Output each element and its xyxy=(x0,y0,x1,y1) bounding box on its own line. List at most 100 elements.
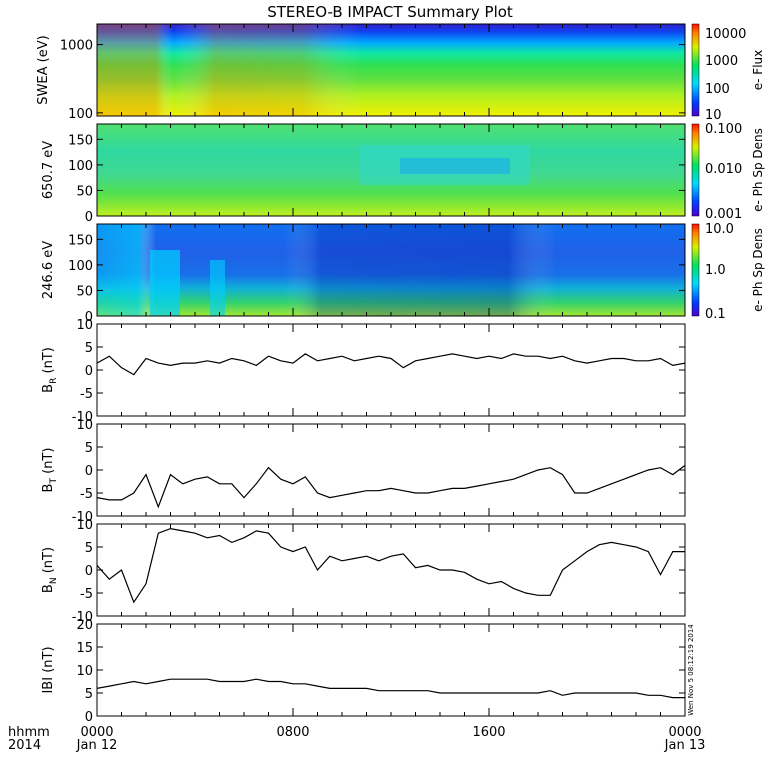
pad650-cb-tick-0: 0.100 xyxy=(705,122,742,137)
swea-cb-tick-1: 1000 xyxy=(705,54,738,69)
bmag-ytick-label-1: 15 xyxy=(76,641,93,656)
bmag-series-line xyxy=(96,678,685,699)
br-ytick-label-1: 5 xyxy=(85,341,93,356)
swea-colorbar-ticks: 10000 1000 100 10 xyxy=(705,27,746,123)
bn-frame xyxy=(96,523,686,617)
bmag-plot-content: 20 15 10 5 0 xyxy=(76,618,686,725)
pad650-ytick-label-3: 0 xyxy=(85,210,93,225)
pad650-ylabel: 650.7 eV xyxy=(41,141,56,199)
br-ytick-label-3: -5 xyxy=(80,387,93,402)
br-ylabel: BR (nT) xyxy=(41,347,59,393)
br-series-line xyxy=(96,353,686,376)
swea-cb-tick-2: 100 xyxy=(705,82,730,97)
bn-ytick-label-2: 0 xyxy=(85,564,93,579)
br-ylabel-unit: (nT) xyxy=(41,347,56,377)
swea-cb-tick-0: 10000 xyxy=(705,27,746,42)
pad246-ytick-label-0: 150 xyxy=(68,233,93,248)
bn-ylabel-unit: (nT) xyxy=(41,547,56,577)
pad650-yticks: 150 100 50 0 xyxy=(68,124,686,225)
br-plot-content: 10 5 0 -5 -10 xyxy=(72,318,686,425)
pad650-ytick-label-0: 150 xyxy=(68,133,93,148)
bmag-ylabel-unit: (nT) xyxy=(41,646,56,676)
swea-cb-tick-3: 10 xyxy=(705,108,722,123)
pad650-colorbar-ticks: 0.100 0.010 0.001 xyxy=(705,122,742,222)
x-row1-label: hhmm xyxy=(8,725,50,740)
br-ylabel-sub: R xyxy=(49,378,59,384)
bn-ylabel-sub: N xyxy=(49,577,59,584)
bmag-ytick-label-3: 5 xyxy=(85,687,93,702)
pad650-ytick-label-2: 50 xyxy=(76,184,93,199)
bt-ytick-label-1: 5 xyxy=(85,441,93,456)
pad246-colorbar-ticks: 10.0 1.0 0.1 xyxy=(705,222,734,322)
x-tick-time-2: 1600 xyxy=(472,725,505,740)
swea-colorbar-label: e- Flux xyxy=(751,50,765,90)
pad650-colorbar-label: e- Ph Sp Dens xyxy=(751,128,765,212)
run-timestamp: Wen Nov 5 08:12:19 2014 xyxy=(687,624,695,716)
bt-ytick-label-3: -5 xyxy=(80,487,93,502)
pad650-colorbar xyxy=(691,123,700,217)
swea-ytick-label-0: 1000 xyxy=(60,39,93,54)
bmag-ytick-label-2: 10 xyxy=(76,664,93,679)
pad650-ytick-label-1: 100 xyxy=(68,159,93,174)
pad246-cb-tick-1: 1.0 xyxy=(705,263,726,278)
bmag-ylabel: IBI (nT) xyxy=(41,646,56,693)
pad246-cb-tick-0: 10.0 xyxy=(705,222,734,237)
bmag-ytick-label-4: 0 xyxy=(85,710,93,725)
pad246-cb-tick-2: 0.1 xyxy=(705,307,726,322)
br-ytick-label-0: 10 xyxy=(76,318,93,333)
pad246-ytick-label-3: 0 xyxy=(85,310,93,325)
br-frame xyxy=(96,323,686,417)
pad246-colorbar xyxy=(691,223,700,317)
bn-series-line xyxy=(96,527,685,604)
x-tick-time-0: 0000 xyxy=(80,725,113,740)
bt-ytick-label-2: 0 xyxy=(85,464,93,479)
panel-pad246: 150 100 50 0 246.6 eV 10.0 1.0 0.1 e- Ph Sp… xyxy=(41,222,765,325)
pad246-yticks: 150 100 50 0 xyxy=(68,224,686,325)
bt-ylabel-base: B xyxy=(41,484,56,493)
pad650-blue-spot xyxy=(400,158,510,174)
bt-ylabel: BT (nT) xyxy=(41,448,59,493)
swea-ylabel: SWEA (eV) xyxy=(36,35,51,104)
bmag-ytick-label-0: 20 xyxy=(76,618,93,633)
panel-swea: 1000 100 SWEA (eV) 10000 1000 100 10 e- F… xyxy=(36,23,765,123)
plot-title: STEREO-B IMPACT Summary Plot xyxy=(267,3,513,21)
bt-ytick-label-0: 10 xyxy=(76,418,93,433)
pad246-colorbar-label: e- Ph Sp Dens xyxy=(751,228,765,312)
x-tick-date-3: Jan 13 xyxy=(664,738,706,753)
swea-ytick-label-1: 100 xyxy=(68,107,93,122)
swea-colorbar xyxy=(691,23,700,117)
pad246-cyan-column xyxy=(150,250,180,316)
x-tick-time-1: 0800 xyxy=(276,725,309,740)
bmag-frame xyxy=(96,623,686,717)
bt-ylabel-unit: (nT) xyxy=(41,448,56,478)
br-ylabel-base: B xyxy=(41,384,56,393)
x-tick-date-0: Jan 12 xyxy=(76,738,118,753)
bt-ylabel-sub: T xyxy=(49,478,59,485)
bmag-ylabel-base: IBI xyxy=(41,677,56,694)
panel-bn: 10 5 0 -5 -10 BN (nT) xyxy=(41,518,686,625)
br-ytick-label-4: -10 xyxy=(72,410,93,425)
pad246-ytick-label-1: 100 xyxy=(68,259,93,274)
bn-plot-content: 10 5 0 -5 -10 xyxy=(72,518,686,625)
pad246-ytick-label-2: 50 xyxy=(76,284,93,299)
bn-ylabel-base: B xyxy=(41,584,56,593)
pad650-cyan-region xyxy=(360,145,530,185)
panel-bt: 10 5 0 -5 -10 BT (nT) xyxy=(41,418,686,525)
swea-spectrogram-variation xyxy=(97,24,685,116)
bn-ytick-label-4: -10 xyxy=(72,610,93,625)
pad246-spectrogram-variation xyxy=(97,224,685,316)
pad246-ylabel: 246.6 eV xyxy=(41,241,56,299)
pad246-cyan-column-2 xyxy=(210,260,225,316)
bn-ytick-label-3: -5 xyxy=(80,587,93,602)
x-tick-time-3: 0000 xyxy=(668,725,701,740)
pad650-cb-tick-2: 0.001 xyxy=(705,207,742,222)
bt-frame xyxy=(96,423,686,517)
br-ytick-label-2: 0 xyxy=(85,364,93,379)
panel-pad650: 150 100 50 0 650.7 eV 0.100 0.010 0.001 e- … xyxy=(41,122,765,225)
bt-plot-content: 10 5 0 -5 -10 xyxy=(72,418,686,525)
bn-ytick-label-1: 5 xyxy=(85,541,93,556)
swea-yticks: 1000 100 xyxy=(60,24,686,122)
